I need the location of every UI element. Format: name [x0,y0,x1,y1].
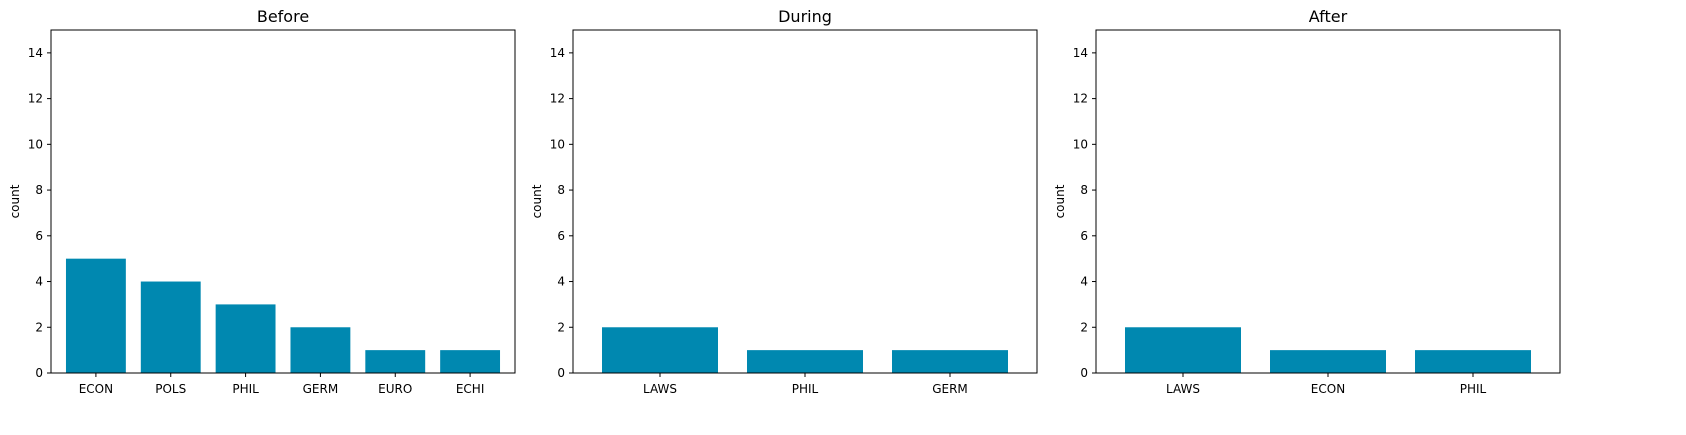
x-tick-label: ECHI [456,382,485,396]
y-tick-label: 6 [35,229,43,243]
bar-laws [1125,327,1241,373]
y-tick-label: 14 [28,46,43,60]
y-tick-label: 6 [557,229,565,243]
x-tick-label: PHIL [792,382,819,396]
bar-echi [440,350,501,373]
y-tick-label: 12 [1073,92,1088,106]
chart-panel-before: ECON POLS PHIL GERM EURO ECHI 0 2 4 6 8 10 12 14 Befor… [8,7,516,396]
chart-title: During [778,7,832,26]
y-tick-label: 2 [1080,320,1088,334]
y-tick-label: 8 [557,183,565,197]
bar-phil [1415,350,1531,373]
y-tick-label: 2 [35,320,43,334]
y-tick-label: 4 [35,275,43,289]
y-tick-label: 14 [1073,46,1088,60]
y-tick-label: 2 [557,320,565,334]
y-tick-label: 4 [1080,275,1088,289]
bar-laws [602,327,718,373]
x-tick-label: ECON [1311,382,1345,396]
y-tick-label: 0 [557,366,565,380]
y-tick-label: 6 [1080,229,1088,243]
bar-pols [140,281,201,373]
bar-germ [290,327,351,373]
chart-title: After [1309,7,1348,26]
y-tick-label: 0 [1080,366,1088,380]
y-tick-label: 14 [550,46,565,60]
y-axis-label: count [1053,184,1067,218]
y-tick-label: 8 [1080,183,1088,197]
axes-frame [1095,29,1561,374]
bar-econ [65,258,126,373]
chart-panel-after: LAWS ECON PHIL 0 2 4 6 8 10 12 14 After count [1053,7,1561,396]
y-tick-label: 12 [550,92,565,106]
x-tick-label: LAWS [1166,382,1200,396]
axes-frame [50,29,516,374]
x-tick-label: ECON [79,382,113,396]
axes-frame [572,29,1038,374]
x-tick-label: POLS [155,382,186,396]
bar-euro [365,350,426,373]
y-axis-label: count [8,184,22,218]
x-tick-label: PHIL [232,382,259,396]
x-tick-label: PHIL [1460,382,1487,396]
y-tick-label: 10 [550,137,565,151]
x-tick-label: LAWS [643,382,677,396]
y-tick-label: 12 [28,92,43,106]
y-tick-label: 10 [28,137,43,151]
y-axis-label: count [530,184,544,218]
bar-germ [892,350,1008,373]
x-tick-label: EURO [378,382,412,396]
x-tick-label: GERM [932,382,968,396]
bar-econ [1270,350,1386,373]
y-tick-label: 0 [35,366,43,380]
x-tick-label: GERM [303,382,339,396]
bar-phil [215,304,276,373]
y-tick-label: 8 [35,183,43,197]
chart-panel-during: LAWS PHIL GERM 0 2 4 6 8 10 12 14 During count [530,7,1038,396]
y-tick-label: 10 [1073,137,1088,151]
bar-phil [747,350,863,373]
y-tick-label: 4 [557,275,565,289]
chart-title: Before [257,7,309,26]
